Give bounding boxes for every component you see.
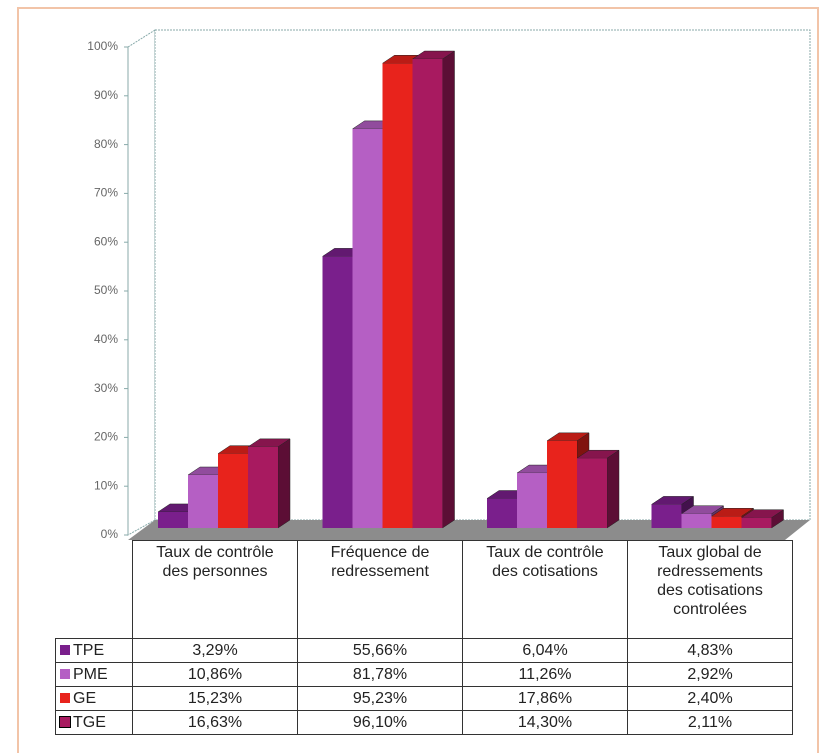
data-row: PME 10,86% 81,78% 11,26% 2,92% bbox=[55, 662, 793, 687]
bar-front bbox=[412, 59, 443, 528]
category-label: Taux global de redressements des cotisat… bbox=[657, 544, 763, 618]
legend-swatch bbox=[60, 645, 70, 656]
bar bbox=[411, 50, 456, 529]
y-tick-label: 30% bbox=[94, 381, 118, 395]
value-cell: 15,23% bbox=[132, 686, 298, 711]
value-cell: 2,11% bbox=[627, 710, 793, 735]
bar-front bbox=[517, 473, 547, 528]
y-tick-label: 50% bbox=[94, 283, 118, 297]
bar-side bbox=[442, 50, 455, 529]
value-cell: 4,83% bbox=[627, 638, 793, 663]
value-cell: 96,10% bbox=[297, 710, 463, 735]
category-cell: Taux de contrôle des cotisations bbox=[462, 540, 628, 639]
legend-cell: TPE bbox=[55, 638, 133, 663]
legend-cell: TGE bbox=[55, 710, 133, 735]
bars bbox=[157, 50, 785, 529]
y-tick-label: 70% bbox=[94, 186, 118, 200]
legend-swatch bbox=[59, 716, 71, 729]
y-tick-label: 10% bbox=[94, 478, 118, 492]
category-label: Fréquence de redressement bbox=[330, 544, 430, 580]
bar-front bbox=[711, 516, 742, 528]
data-row: TPE 3,29% 55,66% 6,04% 4,83% bbox=[55, 638, 793, 663]
value-cell: 3,29% bbox=[132, 638, 298, 663]
bar-front bbox=[547, 440, 577, 528]
bar-front bbox=[577, 458, 607, 528]
value-cell: 17,86% bbox=[462, 686, 628, 711]
value-cell: 6,04% bbox=[462, 638, 628, 663]
y-tick-label: 40% bbox=[94, 332, 118, 346]
bar bbox=[740, 509, 785, 529]
category-cell: Taux de contrôle des personnes bbox=[132, 540, 298, 639]
bar-side bbox=[606, 449, 620, 529]
value-cell: 2,92% bbox=[627, 662, 793, 687]
value-cell: 95,23% bbox=[297, 686, 463, 711]
y-tick-label: 20% bbox=[94, 430, 118, 444]
y-tick-label: 60% bbox=[94, 234, 118, 248]
bar-front bbox=[352, 128, 383, 528]
legend-cell: PME bbox=[55, 662, 133, 687]
bar-front bbox=[382, 63, 413, 529]
y-tick-label: 80% bbox=[94, 137, 118, 151]
y-tick-label: 100% bbox=[87, 39, 118, 53]
bar bbox=[576, 449, 620, 529]
legend-swatch bbox=[60, 669, 70, 680]
value-cell: 11,26% bbox=[462, 662, 628, 687]
legend-label: GE bbox=[73, 689, 97, 707]
blank bbox=[55, 540, 133, 639]
header-row: Taux de contrôle des personnes Fréquence … bbox=[55, 540, 793, 639]
category-label: Taux de contrôle des cotisations bbox=[486, 544, 604, 580]
y-tick-label: 90% bbox=[94, 88, 118, 102]
bar-front bbox=[158, 511, 188, 528]
category-label: Taux de contrôle des personnes bbox=[156, 544, 274, 580]
back-wall bbox=[154, 29, 811, 521]
bar-front bbox=[188, 475, 218, 528]
legend-label: PME bbox=[73, 665, 108, 683]
data-row: TGE 16,63% 96,10% 14,30% 2,11% bbox=[55, 710, 793, 735]
value-cell: 16,63% bbox=[132, 710, 298, 735]
bar-front bbox=[322, 256, 353, 528]
floor bbox=[128, 520, 810, 540]
bar-front bbox=[487, 498, 517, 528]
category-cell: Fréquence de redressement bbox=[297, 540, 463, 639]
value-cell: 14,30% bbox=[462, 710, 628, 735]
bar-front bbox=[741, 517, 772, 528]
data-table: Taux de contrôle des personnes Fréquence … bbox=[55, 540, 793, 735]
bar-front bbox=[651, 504, 682, 528]
legend-swatch bbox=[60, 693, 70, 704]
value-cell: 55,66% bbox=[297, 638, 463, 663]
value-cell: 10,86% bbox=[132, 662, 298, 687]
category-cell: Taux global de redressements des cotisat… bbox=[627, 540, 793, 639]
bar-front bbox=[248, 446, 278, 528]
bar-front bbox=[681, 513, 712, 528]
legend-label: TGE bbox=[73, 713, 106, 731]
y-tick-label: 0% bbox=[101, 527, 119, 541]
legend-label: TPE bbox=[73, 641, 105, 659]
data-row: GE 15,23% 95,23% 17,86% 2,40% bbox=[55, 686, 793, 711]
value-cell: 81,78% bbox=[297, 662, 463, 687]
value-cell: 2,40% bbox=[627, 686, 793, 711]
bar-front bbox=[218, 453, 248, 528]
bar bbox=[247, 438, 291, 529]
frame bbox=[17, 7, 819, 753]
legend-cell: GE bbox=[55, 686, 133, 711]
side-wall bbox=[127, 29, 156, 536]
bar-side bbox=[277, 438, 291, 529]
